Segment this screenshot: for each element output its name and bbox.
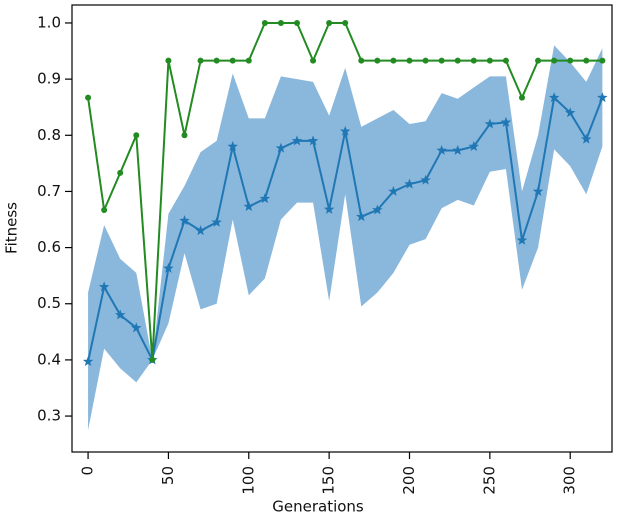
marker: [599, 57, 606, 64]
marker: [470, 57, 477, 64]
marker: [277, 19, 284, 26]
y-tick-label: 1.0: [37, 13, 61, 31]
x-tick-label: 50: [159, 466, 177, 485]
plot-frame: [71, 4, 613, 453]
marker: [388, 185, 399, 196]
marker: [374, 57, 381, 64]
y-tick-label: 0.5: [37, 294, 61, 312]
marker: [342, 19, 349, 26]
marker: [245, 57, 252, 64]
y-tick-label: 0.9: [37, 70, 61, 88]
marker: [548, 92, 560, 103]
marker: [275, 142, 287, 153]
marker: [532, 185, 544, 196]
marker: [85, 94, 92, 101]
marker: [179, 215, 190, 226]
marker: [101, 206, 108, 213]
marker: [519, 94, 525, 101]
marker: [372, 204, 383, 215]
marker: [117, 169, 124, 176]
marker: [326, 19, 333, 26]
marker: [358, 57, 365, 64]
marker: [227, 141, 238, 151]
marker: [500, 116, 512, 127]
x-tick-label: 100: [239, 466, 257, 495]
marker: [390, 57, 397, 64]
marker: [197, 57, 204, 64]
x-tick-label: 150: [320, 466, 338, 495]
marker: [211, 216, 222, 227]
marker: [82, 356, 94, 367]
marker: [165, 57, 172, 64]
marker: [502, 57, 509, 64]
marker: [323, 203, 335, 214]
marker: [516, 234, 528, 245]
x-tick-label: 250: [480, 466, 498, 495]
marker: [114, 309, 126, 320]
marker: [564, 107, 576, 118]
marker: [307, 135, 319, 146]
x-tick-label: 200: [400, 466, 418, 495]
x-axis-label: Generations: [272, 498, 364, 516]
marker: [294, 19, 300, 26]
x-tick-label: 300: [561, 466, 579, 495]
marker: [261, 19, 268, 26]
y-tick-label: 0.6: [37, 238, 61, 256]
marker: [356, 211, 367, 222]
marker: [181, 132, 188, 139]
marker: [535, 57, 542, 64]
marker: [163, 262, 174, 273]
marker: [454, 57, 461, 64]
y-axis-label: Fitness: [3, 202, 21, 254]
marker: [339, 125, 351, 136]
marker: [436, 144, 447, 155]
marker: [131, 322, 142, 333]
marker: [133, 132, 140, 139]
marker: [468, 141, 480, 151]
marker: [597, 92, 608, 103]
x-tick-label: 0: [79, 466, 97, 476]
y-tick-label: 0.7: [37, 182, 61, 200]
marker: [551, 57, 558, 64]
marker: [310, 57, 317, 64]
marker: [438, 57, 445, 64]
marker: [422, 57, 429, 64]
marker: [583, 57, 590, 64]
marker: [404, 178, 415, 189]
marker: [567, 57, 574, 64]
marker: [229, 57, 236, 64]
y-tick-label: 0.4: [37, 350, 61, 368]
marker: [406, 57, 413, 64]
y-tick-label: 0.3: [37, 407, 61, 425]
y-tick-label: 0.8: [37, 126, 61, 144]
marker: [484, 118, 496, 129]
marker: [259, 193, 271, 204]
marker: [486, 57, 493, 64]
marker: [149, 356, 156, 363]
marker: [195, 225, 206, 236]
marker: [420, 174, 431, 185]
marker: [581, 133, 592, 144]
marker: [98, 281, 110, 292]
marker: [452, 144, 463, 155]
marker: [243, 201, 255, 212]
marker: [291, 135, 303, 146]
marker: [213, 57, 220, 64]
